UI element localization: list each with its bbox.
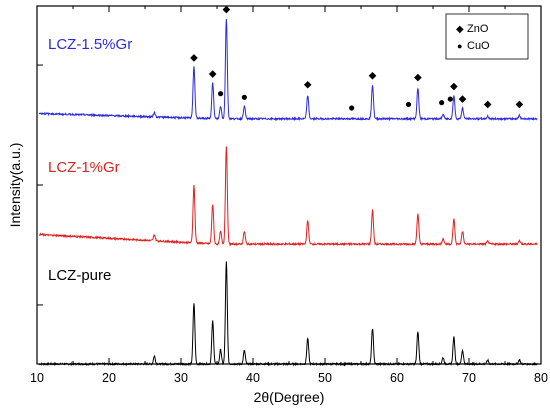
- x-tick-label: 60: [390, 371, 404, 385]
- x-tick-label: 80: [534, 371, 548, 385]
- legend-cuo-symbol: ●: [457, 41, 462, 51]
- legend: ◆ ZnO ● CuO: [445, 13, 529, 60]
- zno-marker: [222, 5, 231, 14]
- series-label-lcz-1gr: LCZ-1%Gr: [48, 159, 120, 176]
- cuo-marker: [439, 100, 445, 106]
- legend-box: [445, 13, 529, 60]
- phase-markers: [190, 5, 524, 111]
- x-tick-label: 10: [30, 371, 44, 385]
- cuo-marker: [405, 101, 412, 108]
- x-tick-label: 50: [318, 371, 332, 385]
- x-tick-label: 20: [102, 371, 116, 385]
- zno-marker: [303, 80, 312, 89]
- series-label-lcz-15gr: LCZ-1.5%Gr: [48, 36, 132, 53]
- zno-marker: [458, 95, 467, 103]
- legend-zno-label: ZnO: [467, 23, 489, 35]
- series-label-lcz-pure: LCZ-pure: [48, 267, 111, 284]
- axis-ticks: 10 20 30 40 50 60 70 80: [30, 6, 548, 385]
- zno-marker: [190, 54, 198, 62]
- x-tick-label: 40: [246, 371, 260, 385]
- series-line-2: [38, 19, 538, 122]
- zno-marker: [368, 72, 377, 80]
- cuo-marker: [218, 91, 224, 97]
- cuo-marker: [241, 94, 247, 100]
- zno-marker: [483, 100, 492, 109]
- legend-zno-symbol: ◆: [456, 24, 464, 35]
- x-axis-label: 2θ(Degree): [254, 389, 325, 405]
- zno-marker: [515, 100, 524, 109]
- series-line-1: [38, 146, 538, 247]
- x-tick-label: 70: [462, 371, 476, 385]
- plot-lines: [38, 19, 538, 367]
- legend-cuo-label: CuO: [467, 40, 490, 52]
- zno-marker: [414, 73, 422, 82]
- zno-marker: [208, 70, 217, 78]
- cuo-marker: [447, 96, 453, 102]
- zno-marker: [450, 82, 458, 91]
- plot-frame: [36, 5, 542, 365]
- y-axis-label: Intensity(a.u.): [7, 143, 23, 228]
- series-line-0: [39, 261, 538, 367]
- x-tick-label: 30: [174, 371, 188, 385]
- cuo-marker: [349, 105, 355, 111]
